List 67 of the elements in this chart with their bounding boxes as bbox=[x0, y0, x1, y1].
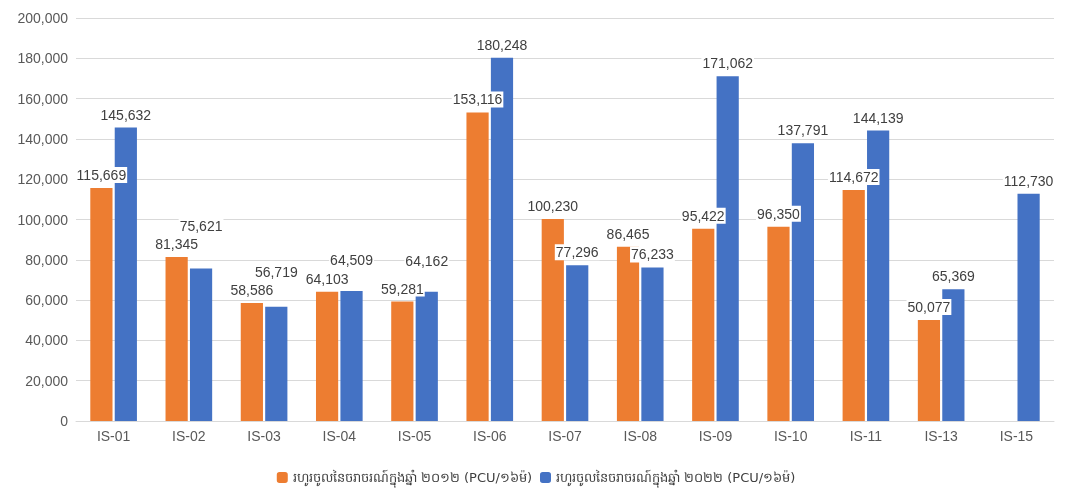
x-tick-label: IS-11 bbox=[849, 428, 883, 444]
x-tick-label: IS-08 bbox=[623, 428, 658, 444]
data-label: 145,632 bbox=[100, 106, 152, 123]
bar bbox=[692, 228, 715, 421]
x-tick-label: IS-01 bbox=[96, 428, 131, 444]
data-label: 76,233 bbox=[631, 246, 675, 263]
x-tick-label: IS-04 bbox=[322, 428, 357, 444]
bar bbox=[466, 112, 489, 421]
x-tick-label: IS-07 bbox=[548, 428, 582, 444]
y-tick-label: 160,000 bbox=[17, 90, 69, 107]
data-label: 64,162 bbox=[405, 252, 449, 269]
x-tick-label: IS-02 bbox=[172, 428, 206, 444]
data-label: 64,103 bbox=[305, 270, 349, 287]
bar bbox=[917, 320, 941, 421]
x-tick-label: IS-09 bbox=[698, 428, 733, 444]
data-label: 100,230 bbox=[527, 198, 579, 215]
legend-label: រហូរចូលនៃចរាចរណ៍ក្នុងឆ្នាំ ២០២២ (PCU/១៦ម៉) bbox=[556, 469, 796, 488]
data-label: 81,345 bbox=[155, 236, 199, 253]
data-label: 153,116 bbox=[452, 91, 503, 108]
bar bbox=[315, 291, 339, 421]
data-label: 144,139 bbox=[852, 109, 904, 126]
x-tick-label: IS-15 bbox=[999, 428, 1034, 444]
bar bbox=[767, 226, 790, 421]
data-label: 171,062 bbox=[702, 55, 754, 72]
data-label: 59,281 bbox=[380, 280, 424, 297]
data-label: 95,422 bbox=[681, 207, 725, 224]
y-tick-label: 80,000 bbox=[25, 251, 69, 268]
bar bbox=[90, 187, 113, 421]
data-label: 58,586 bbox=[230, 281, 274, 298]
y-tick-label: 20,000 bbox=[25, 372, 69, 389]
x-tick-label: IS-06 bbox=[473, 428, 507, 444]
data-label: 137,791 bbox=[777, 122, 829, 139]
data-label: 180,248 bbox=[476, 36, 528, 53]
y-tick-label: 0 bbox=[60, 413, 69, 429]
data-label: 112,730 bbox=[1003, 172, 1054, 189]
data-label: 65,369 bbox=[931, 268, 975, 285]
bar bbox=[240, 302, 263, 421]
bar bbox=[265, 306, 288, 421]
y-tick-label: 100,000 bbox=[17, 211, 69, 228]
y-tick-label: 200,000 bbox=[17, 10, 69, 26]
x-tick-label: IS-05 bbox=[397, 428, 432, 444]
bar bbox=[842, 189, 865, 421]
bar bbox=[641, 267, 664, 421]
x-tick-label: IS-03 bbox=[247, 428, 282, 444]
x-tick-label: IS-10 bbox=[773, 428, 808, 444]
data-label: 114,672 bbox=[828, 168, 879, 185]
x-tick-label: IS-13 bbox=[924, 428, 959, 444]
y-tick-label: 40,000 bbox=[25, 332, 69, 349]
data-label: 86,465 bbox=[606, 225, 650, 242]
bar bbox=[391, 301, 414, 421]
bar bbox=[165, 257, 188, 421]
bar bbox=[340, 291, 363, 421]
legend-label: រហូរចូលនៃចរាចរណ៍ក្នុងឆ្នាំ ២០១២ (PCU/១៦ម៉) bbox=[292, 469, 533, 488]
data-label: 64,509 bbox=[330, 252, 374, 269]
data-label: 56,719 bbox=[254, 263, 298, 280]
bar bbox=[566, 265, 589, 421]
data-label: 77,296 bbox=[555, 244, 599, 261]
data-label: 96,350 bbox=[757, 205, 801, 222]
y-tick-label: 180,000 bbox=[17, 50, 69, 67]
y-tick-label: 140,000 bbox=[17, 130, 69, 147]
bar bbox=[189, 268, 213, 421]
data-label: 115,669 bbox=[76, 166, 127, 183]
data-label: 75,621 bbox=[179, 218, 223, 235]
y-tick-label: 60,000 bbox=[25, 292, 69, 309]
bar bbox=[1017, 193, 1040, 421]
data-label: 50,077 bbox=[907, 299, 951, 316]
y-tick-label: 120,000 bbox=[17, 171, 69, 188]
